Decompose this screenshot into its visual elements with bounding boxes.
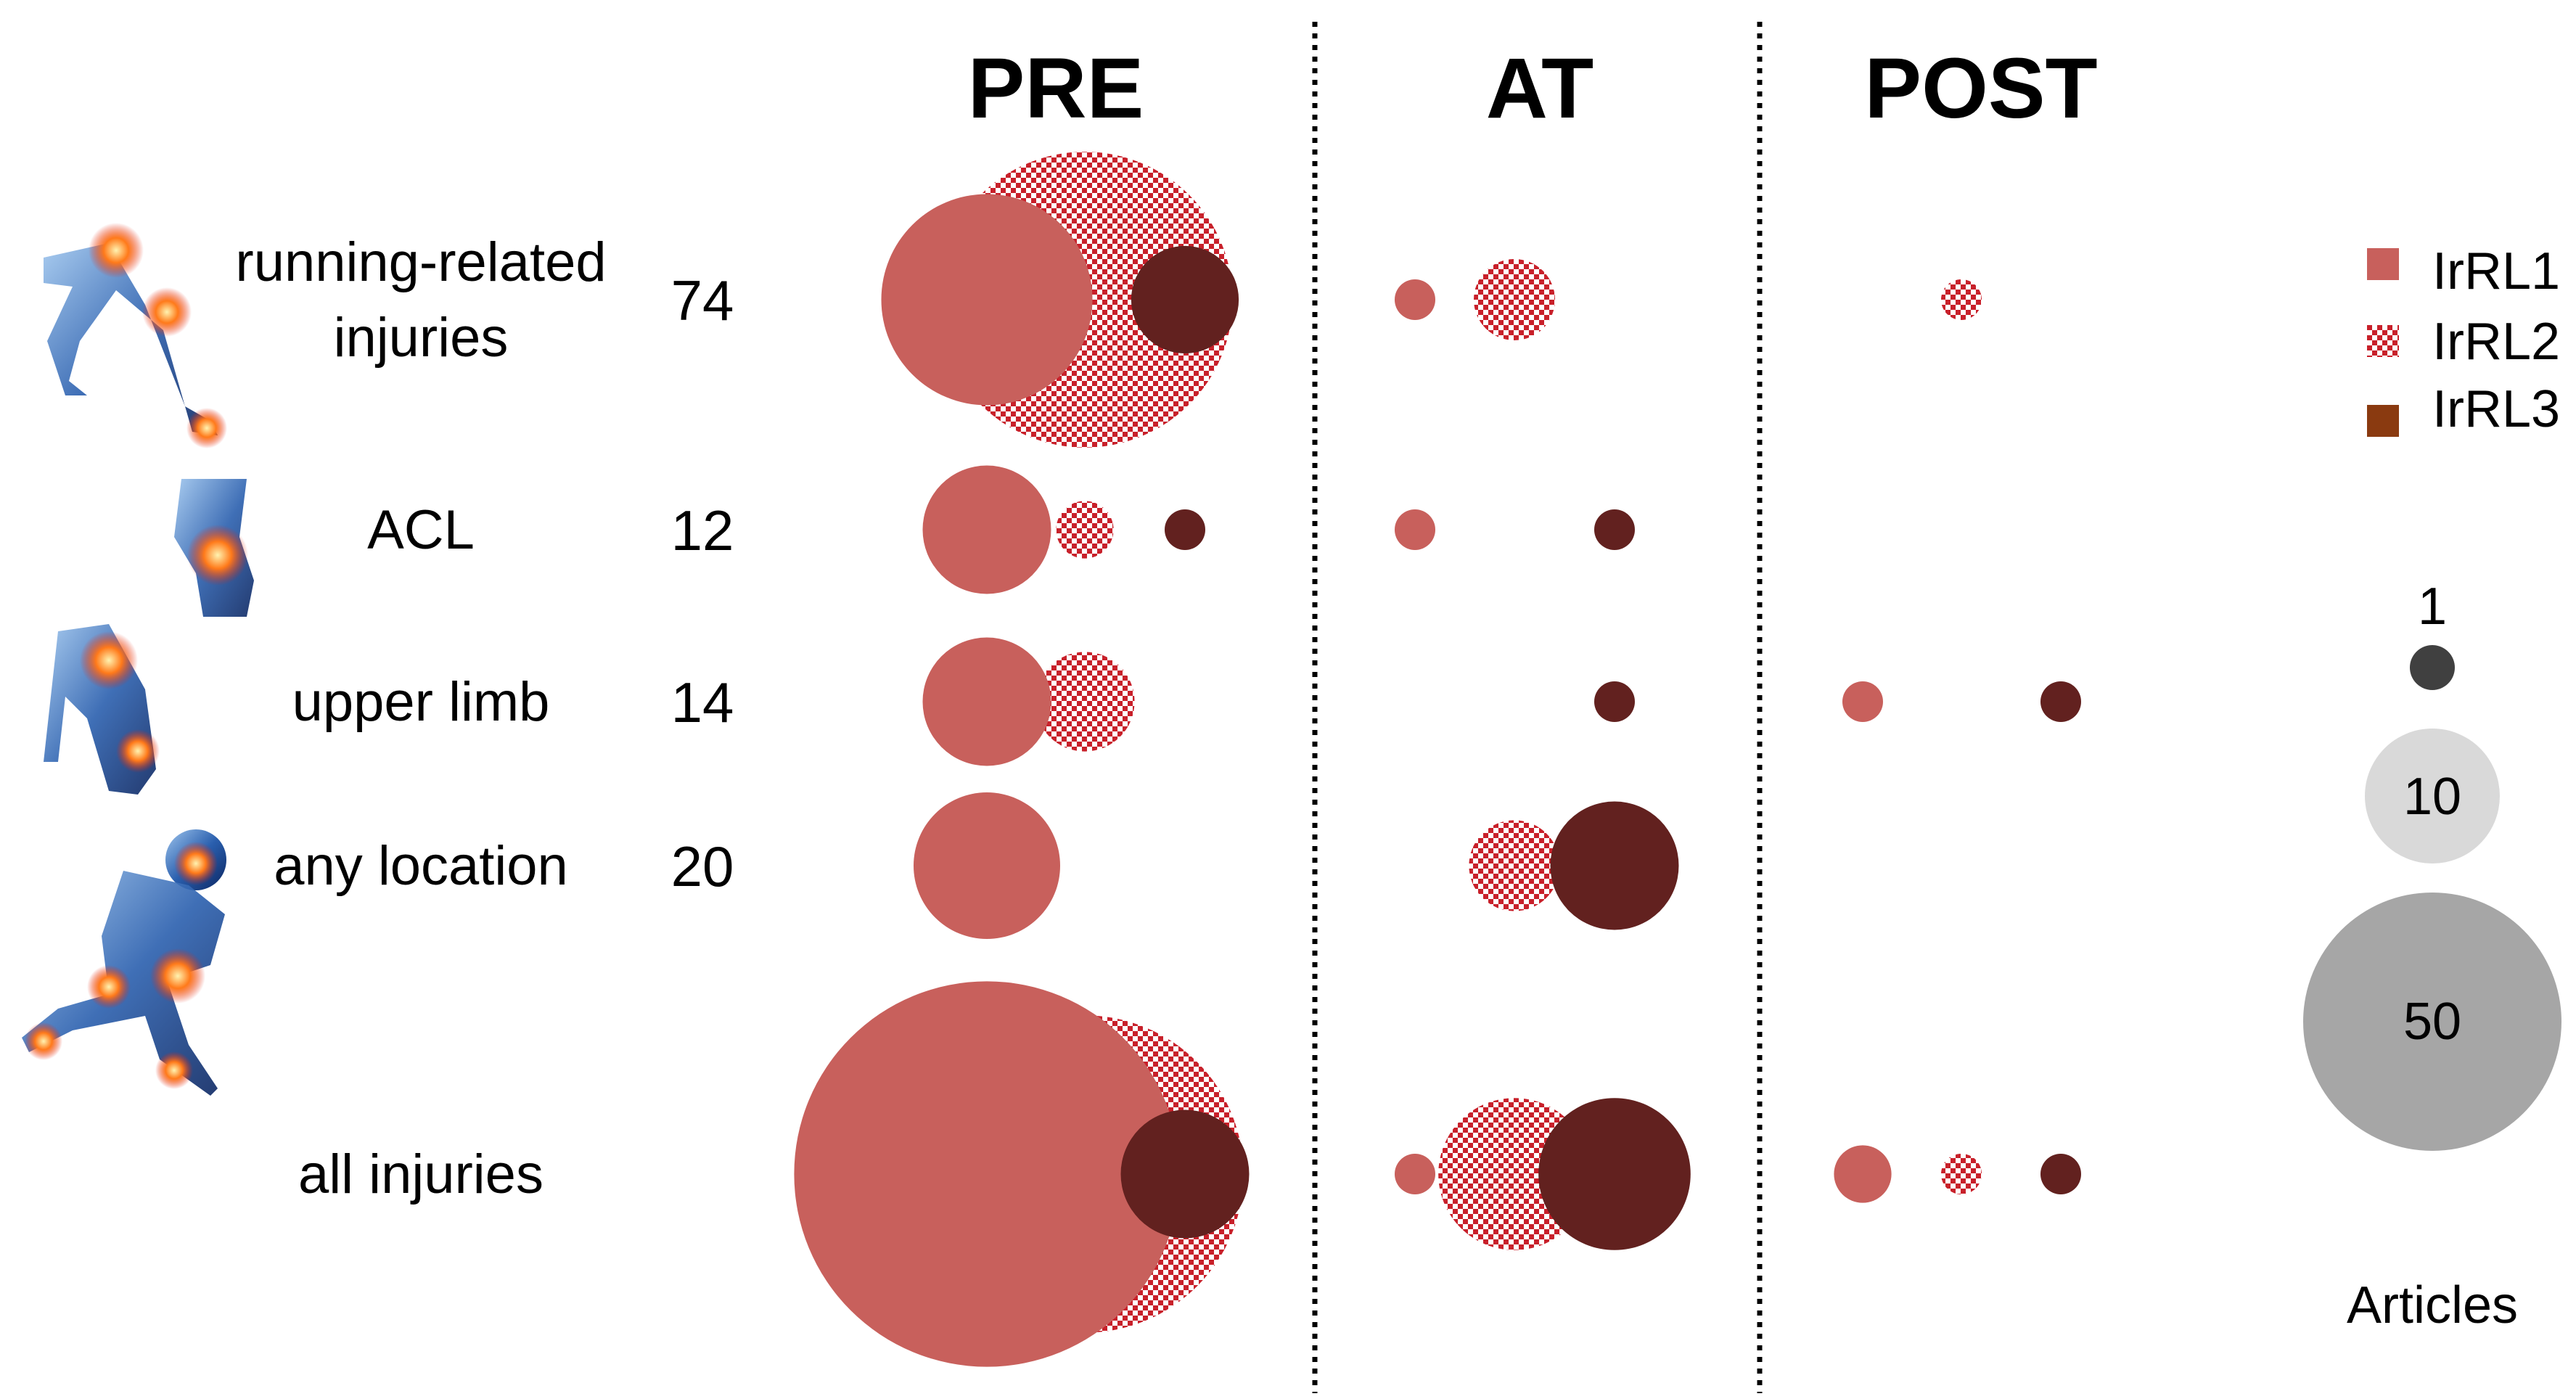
- legend-swatch-irrl3: [2367, 405, 2399, 437]
- size-legend-label-50: 50: [2403, 993, 2461, 1051]
- legend-swatch-irrl1: [2367, 248, 2399, 280]
- bubble-running-related-injuries-post-irrl2: [1941, 279, 1982, 320]
- bubble-all-injuries-post-irrl2: [1941, 1154, 1982, 1194]
- bubble-acl-pre-irrl1: [922, 465, 1051, 594]
- size-legend-label-10: 10: [2403, 768, 2461, 826]
- bubble-acl-pre-irrl2: [1056, 501, 1114, 559]
- bubble-running-related-injuries-at-irrl1: [1395, 279, 1435, 320]
- running-legs-injury-icon: [44, 223, 227, 448]
- size-legend-circle-1: [2410, 645, 2455, 690]
- column-header-at: AT: [1486, 41, 1594, 136]
- bubble-any-location-at-irrl2: [1469, 820, 1560, 911]
- row-label-running-related-injuries-line-1: running-related: [235, 231, 606, 293]
- kneeling-body-injury-icon: [22, 829, 226, 1096]
- bubble-acl-at-irrl3: [1594, 509, 1635, 550]
- row-labels: running-related injuries ACL upper limb any …: [235, 231, 606, 1205]
- size-legend-label-1: 1: [2418, 578, 2447, 636]
- bubble-any-location-at-irrl3: [1550, 801, 1679, 930]
- bubble-acl-at-irrl1: [1395, 509, 1435, 550]
- legend-swatch-irrl2: [2367, 325, 2399, 357]
- knee-acl-injury-icon: [174, 479, 254, 617]
- bubble-upper-limb-at-irrl3: [1594, 681, 1635, 722]
- size-legend-circle-50: [2303, 893, 2561, 1151]
- row-totals: 74 12 14 20: [671, 268, 734, 898]
- bubble-running-related-injuries-pre-irrl1: [881, 194, 1093, 406]
- row-total-any-location: 20: [671, 834, 734, 898]
- row-label-any-location: any location: [274, 835, 568, 897]
- row-label-running-related-injuries-line-2: injuries: [334, 307, 509, 369]
- bubble-upper-limb-pre-irrl1: [922, 637, 1051, 766]
- bubble-upper-limb-post-irrl3: [2040, 681, 2081, 722]
- row-total-acl: 12: [671, 499, 734, 562]
- bubble-all-injuries-pre-irrl1: [794, 981, 1180, 1367]
- row-label-acl: ACL: [367, 499, 475, 561]
- row-total-upper-limb: 14: [671, 670, 734, 734]
- row-total-running-related-injuries: 74: [671, 268, 734, 332]
- bubble-running-related-injuries-pre-irrl3: [1131, 245, 1239, 354]
- bubble-any-location-pre-irrl1: [914, 792, 1060, 939]
- bubble-all-injuries-pre-irrl3: [1120, 1109, 1250, 1239]
- column-header-post: POST: [1864, 41, 2097, 136]
- bubbles: [794, 152, 2081, 1367]
- size-legend-circle-10: [2365, 729, 2500, 863]
- bubble-all-injuries-post-irrl1: [1834, 1145, 1892, 1203]
- legend-label-irrl3: IrRL3: [2432, 380, 2560, 438]
- bubble-all-injuries-at-irrl1: [1395, 1154, 1435, 1194]
- row-label-all-injuries: all injuries: [298, 1144, 543, 1205]
- series-legend: IrRL1 IrRL2 IrRL3: [2367, 242, 2560, 438]
- bubble-acl-pre-irrl3: [1165, 509, 1205, 550]
- arm-shoulder-injury-icon: [44, 624, 160, 795]
- bubble-all-injuries-post-irrl3: [2040, 1154, 2081, 1194]
- legend-label-irrl1: IrRL1: [2432, 242, 2560, 300]
- bubble-upper-limb-post-irrl1: [1842, 681, 1883, 722]
- size-legend: 1 10 50 Articles: [2303, 578, 2561, 1334]
- row-label-upper-limb: upper limb: [292, 671, 550, 733]
- column-header-pre: PRE: [968, 41, 1144, 136]
- legend-label-irrl2: IrRL2: [2432, 313, 2560, 371]
- bubble-all-injuries-at-irrl3: [1538, 1098, 1691, 1250]
- bubble-upper-limb-pre-irrl2: [1035, 652, 1135, 752]
- size-legend-title: Articles: [2347, 1276, 2518, 1334]
- bubble-running-related-injuries-at-irrl2: [1474, 259, 1555, 340]
